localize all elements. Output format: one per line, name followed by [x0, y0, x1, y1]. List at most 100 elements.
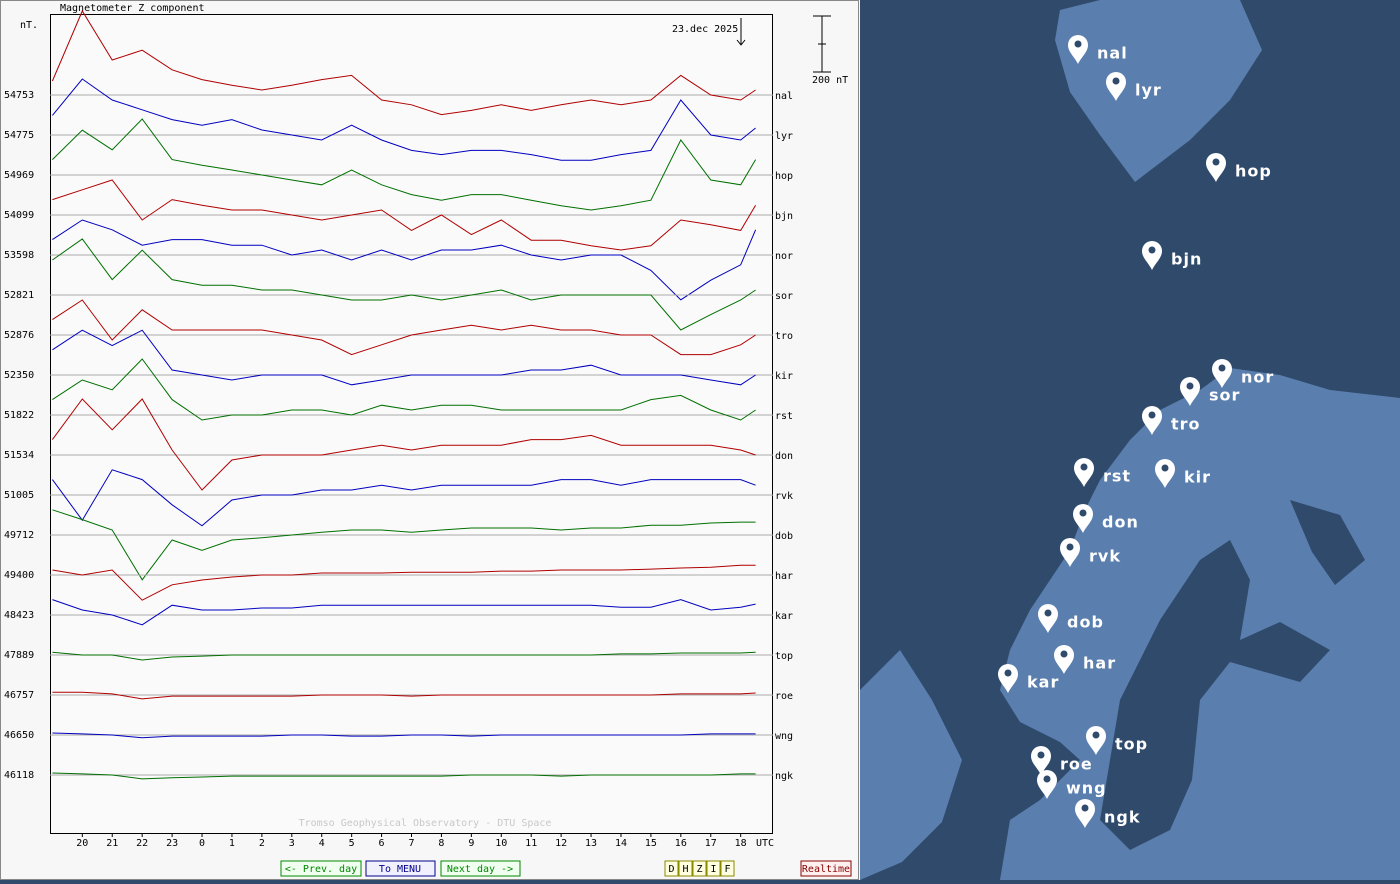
- component-button[interactable]: [706, 860, 721, 877]
- pin-label: wng: [1066, 779, 1107, 798]
- component-button[interactable]: [692, 860, 707, 877]
- baseline-label: 48423: [4, 610, 34, 621]
- x-tick-label: 0: [199, 838, 205, 849]
- map-pin-dot: [1004, 669, 1012, 677]
- station-label: ngk: [775, 771, 793, 782]
- map-pin-dot: [1079, 509, 1087, 517]
- station-label: don: [775, 451, 793, 462]
- pin-label: top: [1115, 735, 1148, 754]
- map-pin-dot: [1037, 751, 1045, 759]
- station-label: top: [775, 651, 793, 662]
- component-button[interactable]: [720, 860, 735, 877]
- map-pin-dot: [1186, 382, 1194, 390]
- next-button[interactable]: [440, 860, 521, 877]
- baseline-label: 54969: [4, 170, 34, 181]
- x-tick-label: 20: [76, 838, 88, 849]
- map-pin: [1068, 35, 1088, 64]
- baseline-label: 52876: [4, 330, 34, 341]
- pin-label: nal: [1097, 44, 1128, 63]
- station-label: nor: [775, 251, 793, 262]
- pin-label: don: [1102, 513, 1139, 532]
- station-trace: [52, 118, 757, 211]
- station-label: kir: [775, 371, 793, 382]
- pin-label: kar: [1027, 673, 1059, 692]
- baseline-label: 46757: [4, 690, 34, 701]
- map-pin: [1075, 799, 1095, 828]
- pin-label: nor: [1241, 368, 1274, 387]
- baseline-label: 54753: [4, 90, 34, 101]
- station-label: dob: [775, 531, 793, 542]
- component-button[interactable]: [664, 860, 679, 877]
- component-button-label[interactable]: I: [710, 864, 716, 875]
- station-label: bjn: [775, 211, 793, 222]
- map-pin-dot: [1066, 543, 1074, 551]
- station-trace: [51, 469, 756, 527]
- menu-button[interactable]: [365, 860, 436, 877]
- station-label: hop: [775, 171, 793, 182]
- baseline-label: 52350: [4, 370, 34, 381]
- map-pin: [1060, 538, 1080, 567]
- x-tick-label: 10: [495, 838, 507, 849]
- map-pin: [1031, 746, 1051, 775]
- map-pin-dot: [1081, 804, 1089, 812]
- x-tick-label: 3: [289, 838, 295, 849]
- station-trace: [52, 329, 756, 386]
- white-sea: [1290, 500, 1365, 585]
- map-pin-dot: [1044, 609, 1052, 617]
- pin-label: hop: [1235, 162, 1272, 181]
- date-arrow-head: [736, 39, 746, 46]
- land-britain: [860, 650, 962, 880]
- baseline-label: 47889: [4, 650, 34, 661]
- map-pin: [998, 664, 1018, 693]
- station-label: sor: [775, 291, 793, 302]
- component-button-label[interactable]: D: [668, 864, 674, 875]
- station-label: nal: [775, 91, 793, 102]
- component-button-label[interactable]: F: [724, 864, 730, 875]
- station-trace: [52, 299, 756, 356]
- prev-button[interactable]: [280, 860, 362, 877]
- component-button[interactable]: [678, 860, 693, 877]
- component-button-label[interactable]: Z: [696, 864, 702, 875]
- station-trace: [51, 9, 756, 116]
- map-pin: [1054, 645, 1074, 674]
- menu-button-label[interactable]: To MENU: [379, 864, 421, 875]
- pin-label: dob: [1067, 613, 1104, 632]
- station-trace: [52, 78, 756, 161]
- realtime-button-label[interactable]: Realtime: [802, 864, 850, 875]
- map-pin: [1073, 504, 1093, 533]
- station-trace: [52, 564, 756, 601]
- map-pin: [1074, 458, 1094, 487]
- x-tick-label: 4: [319, 838, 325, 849]
- x-tick-label: 2: [259, 838, 265, 849]
- x-tick-label: 14: [615, 838, 627, 849]
- x-unit: UTC: [756, 838, 774, 849]
- map-pin: [1106, 72, 1126, 101]
- x-tick-label: 7: [408, 838, 414, 849]
- x-tick-label: 16: [675, 838, 687, 849]
- map-pin: [1142, 406, 1162, 435]
- prev-button-label[interactable]: <- Prev. day: [285, 864, 357, 875]
- realtime-button[interactable]: [800, 860, 852, 877]
- station-trace: [51, 398, 756, 491]
- x-tick-label: 12: [555, 838, 567, 849]
- map-pin: [1037, 770, 1057, 799]
- pin-label: bjn: [1171, 250, 1202, 269]
- x-tick-label: 13: [585, 838, 597, 849]
- station-trace: [52, 509, 756, 581]
- component-button-label[interactable]: H: [682, 864, 688, 875]
- next-button-label[interactable]: Next day ->: [447, 864, 513, 875]
- pin-label: sor: [1209, 386, 1240, 405]
- map-pin: [1086, 726, 1106, 755]
- x-tick-label: 23: [166, 838, 178, 849]
- baseline-label: 46650: [4, 730, 34, 741]
- map-pin-dot: [1080, 463, 1088, 471]
- baseline-label: 51005: [4, 490, 34, 501]
- x-tick-label: 6: [379, 838, 385, 849]
- pin-label: kir: [1184, 468, 1211, 487]
- map-pin-dot: [1074, 40, 1082, 48]
- y-unit: nT.: [20, 20, 38, 31]
- x-tick-label: 18: [735, 838, 747, 849]
- baseline-label: 53598: [4, 250, 34, 261]
- baseline-label: 51534: [4, 450, 34, 461]
